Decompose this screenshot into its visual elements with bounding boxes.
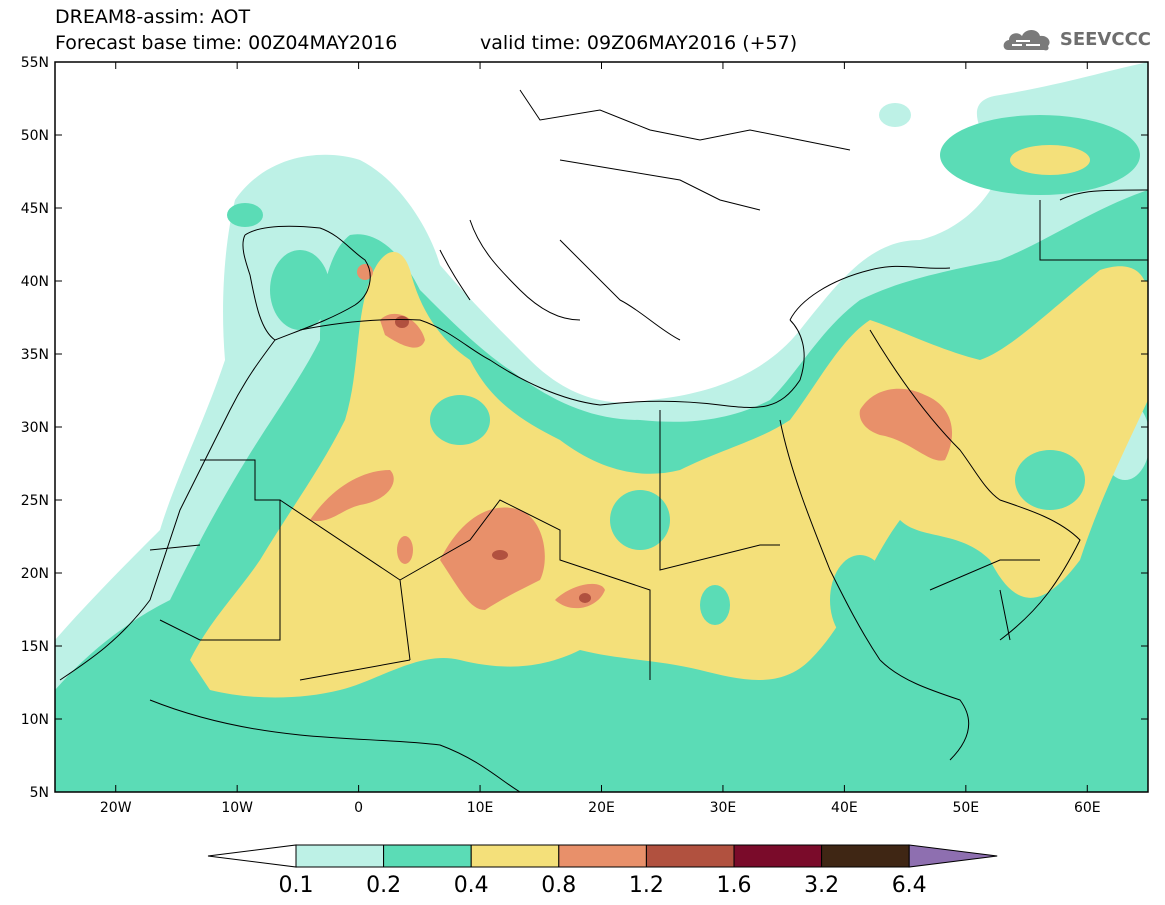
lat-tick-label: 40N	[21, 274, 49, 290]
lat-tick-label: 10N	[21, 712, 49, 728]
lat-tick-label: 55N	[21, 55, 49, 71]
seevccc-logo: SEEVCCC	[1000, 24, 1151, 54]
lat-tick-label: 25N	[21, 493, 49, 509]
coastlines	[59, 89, 1148, 792]
cloud-icon	[1003, 30, 1050, 51]
lat-tick-label: 15N	[21, 639, 49, 655]
aot-shading	[55, 62, 1148, 792]
valid-time: valid time: 09Z06MAY2016 (+57)	[480, 32, 798, 54]
lat-tick-label: 5N	[30, 785, 49, 801]
lat-ticks: 55N 50N 45N 40N 35N 30N 25N 20N 15N 10N 5N	[21, 55, 1148, 801]
lon-tick-label: 10W	[221, 800, 253, 816]
lon-tick-label: 10E	[467, 800, 494, 816]
lon-tick-label: 20W	[100, 800, 132, 816]
lon-tick-label: 20E	[588, 800, 615, 816]
map-title: DREAM8-assim: AOT	[55, 6, 251, 28]
lon-tick-label: 40E	[831, 800, 858, 816]
logo-text: SEEVCCC	[1059, 28, 1151, 50]
lon-tick-label: 30E	[710, 800, 737, 816]
lon-tick-label: 0	[354, 800, 363, 816]
lat-tick-label: 30N	[21, 420, 49, 436]
forecast-base-time: Forecast base time: 00Z04MAY2016	[55, 32, 398, 54]
lon-ticks: 20W 10W 0 10E 20E 30E 40E 50E 60E	[100, 62, 1101, 816]
lon-tick-label: 50E	[952, 800, 979, 816]
lon-tick-label: 60E	[1074, 800, 1101, 816]
lat-tick-label: 20N	[21, 566, 49, 582]
lat-tick-label: 45N	[21, 201, 49, 217]
lat-tick-label: 35N	[21, 347, 49, 363]
lat-tick-label: 50N	[21, 128, 49, 144]
